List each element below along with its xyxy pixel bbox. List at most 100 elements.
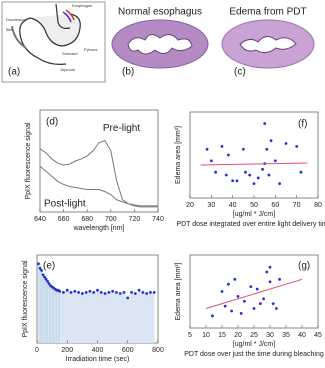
point (62, 291, 65, 294)
x-tick-label: 20 (234, 332, 242, 339)
point (236, 294, 240, 298)
point (243, 299, 246, 303)
point (214, 170, 218, 174)
point (227, 153, 230, 157)
point (252, 307, 256, 310)
point (278, 277, 281, 281)
x-tick-label: 45 (314, 332, 322, 339)
point (231, 179, 235, 183)
point (299, 170, 303, 174)
series-line (39, 165, 158, 207)
x-tick-label: 720 (129, 216, 141, 223)
point (99, 291, 103, 294)
diagram-label: Jejunum (60, 67, 76, 72)
panel-label: (e) (43, 261, 55, 272)
point (252, 182, 256, 186)
point (77, 291, 80, 294)
point (275, 307, 278, 310)
point (233, 277, 237, 281)
x-tick-label: 200 (61, 347, 73, 354)
point (265, 270, 269, 274)
point (130, 291, 133, 294)
point (265, 147, 269, 151)
x-tick-label: 400 (92, 347, 104, 354)
point (65, 288, 69, 292)
point (273, 159, 277, 163)
x-tick-label: 60 (271, 202, 279, 209)
point (111, 289, 115, 293)
lumen (127, 34, 193, 55)
point (209, 159, 213, 163)
point (256, 176, 260, 180)
point (47, 282, 51, 285)
point (241, 147, 245, 151)
x-tick-label: 10 (202, 332, 210, 339)
point (263, 122, 267, 125)
area (38, 263, 155, 343)
point (278, 182, 281, 186)
point (96, 288, 99, 292)
series-label: Pre-light (103, 123, 140, 134)
series-line (200, 162, 308, 166)
diagram-label: Esophagus (72, 3, 92, 8)
panel-title: Normal esophagus (118, 7, 202, 18)
point (271, 302, 275, 306)
x-tick-label: 600 (122, 347, 134, 354)
point (248, 173, 252, 177)
bile-duct (11, 25, 27, 49)
panel-title: Edema from PDT (229, 7, 306, 18)
point (84, 291, 88, 294)
point (220, 290, 224, 293)
point (37, 262, 40, 266)
x-tick-label: 660 (58, 216, 70, 223)
point (223, 304, 227, 308)
point (73, 289, 77, 293)
x-axis-label: PDT dose over just the time during bleac… (184, 351, 324, 358)
point (118, 292, 122, 295)
x-tick-label: 30 (207, 202, 215, 209)
x-tick-label: 640 (34, 216, 46, 223)
point (149, 291, 152, 294)
x-tick-label: 35 (282, 332, 290, 339)
probe-blue (62, 11, 72, 23)
point (295, 145, 299, 148)
x-tick-label: 40 (229, 202, 237, 209)
x-tick-label: 800 (152, 347, 164, 354)
y-axis-label: Edema area [mm²] (175, 262, 182, 320)
esophagus-shape (55, 3, 71, 29)
point (92, 291, 96, 294)
point (41, 273, 45, 277)
panel-label: (a) (8, 67, 20, 78)
point (259, 302, 262, 306)
y-axis-label: Edema area [mm²] (175, 126, 182, 184)
point (269, 139, 273, 143)
series-label: Post-light (44, 199, 86, 210)
panel-label: (d) (46, 117, 58, 128)
x-tick-label: 20 (186, 202, 194, 209)
point (103, 292, 107, 295)
point (122, 291, 126, 294)
y-axis-label: PpIX fluorescence signal (25, 122, 32, 199)
plot-frame (39, 109, 159, 213)
point (220, 145, 224, 148)
x-tick-label: 700 (105, 216, 117, 223)
point (268, 265, 272, 269)
point (224, 173, 228, 177)
point (141, 291, 145, 294)
x-tick-label: 30 (266, 332, 274, 339)
point (239, 312, 243, 315)
x-axis-label: Irradiation time (sec) (66, 356, 130, 363)
point (107, 291, 111, 294)
diagram-label: Bile (6, 27, 13, 32)
stomach-shape (29, 13, 81, 47)
y-axis-label: PpIX fluorescence signal (22, 260, 29, 337)
x-axis-label: PDT dose integrated over entire light de… (176, 221, 325, 228)
x-tick-label: 5 (188, 332, 192, 339)
x-tick-label: 70 (293, 202, 301, 209)
point (235, 179, 239, 183)
x-tick-label: 50 (250, 202, 258, 209)
x-tick-label: 0 (35, 347, 39, 354)
point (261, 167, 264, 171)
